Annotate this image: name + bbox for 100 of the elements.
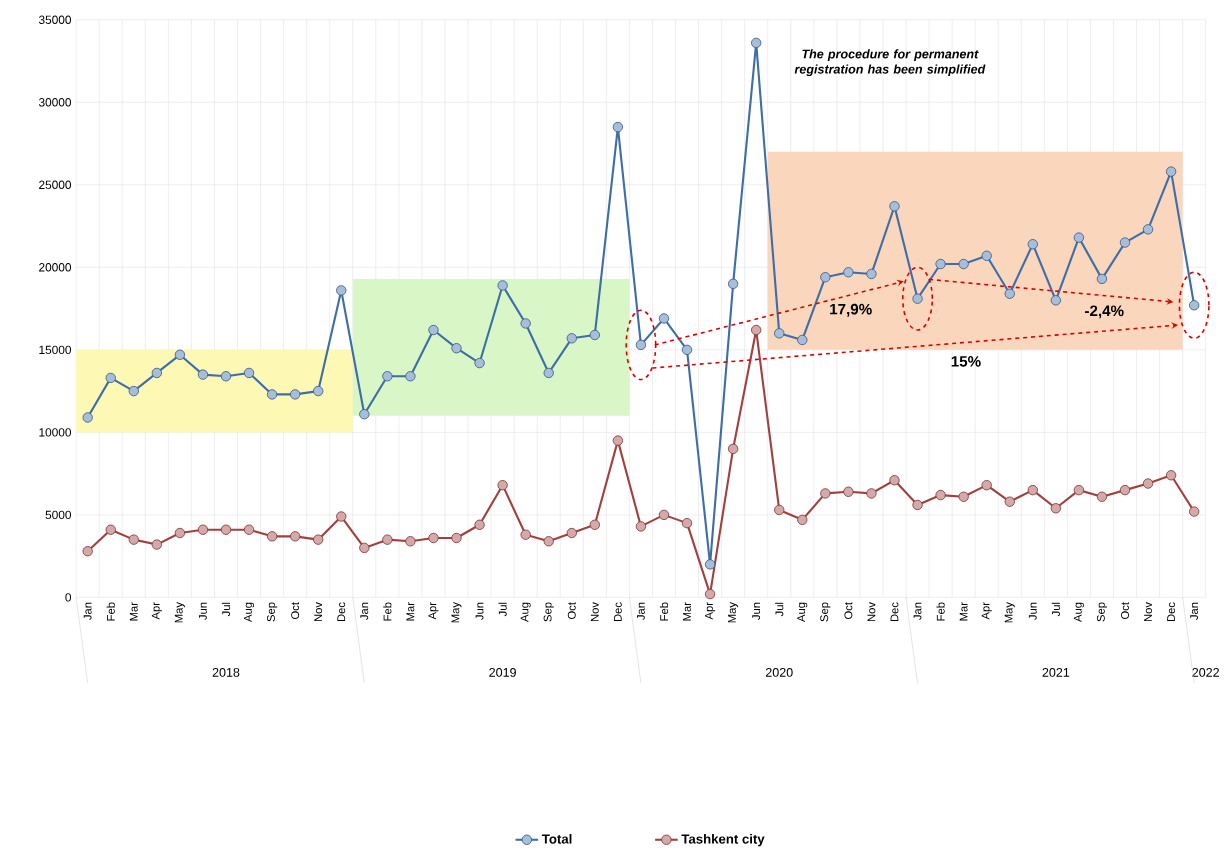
point — [451, 343, 462, 354]
point — [704, 559, 716, 570]
point — [82, 546, 93, 557]
point — [174, 349, 186, 361]
point — [220, 524, 232, 535]
x-tick-label: Mar — [683, 602, 691, 621]
point — [128, 386, 139, 397]
point — [1142, 224, 1154, 235]
point — [820, 488, 831, 499]
x-tick-label: Nov — [1144, 602, 1152, 622]
x-tick-label: Jun — [475, 602, 484, 621]
y-tick-label: 15000 — [39, 345, 72, 355]
point — [290, 531, 301, 542]
x-tick-label: May — [451, 602, 462, 623]
point — [797, 334, 808, 346]
point — [612, 435, 624, 446]
point — [82, 412, 93, 423]
point — [451, 532, 462, 544]
x-tick-label: Jul — [775, 602, 784, 617]
x-tick-label: Sep — [820, 602, 831, 622]
point — [128, 534, 139, 545]
point — [1165, 166, 1177, 177]
point — [727, 278, 739, 290]
x-tick-label: Sep — [543, 602, 554, 622]
legend-label: Total — [541, 834, 572, 844]
point — [1004, 496, 1015, 507]
x-tick-label: Feb — [106, 602, 115, 621]
point — [313, 534, 324, 545]
point — [566, 333, 577, 344]
x-tick-label: Mar — [129, 602, 138, 621]
x-tick-label: Dec — [890, 602, 899, 622]
point — [497, 280, 508, 291]
point — [1096, 491, 1108, 502]
x-tick-label: Dec — [337, 602, 346, 622]
point — [958, 258, 969, 270]
x-tick-label: Mar — [959, 602, 968, 621]
x-tick-label: Jun — [1028, 602, 1037, 621]
x-tick-label: Aug — [1073, 602, 1084, 623]
point — [866, 268, 877, 280]
x-tick-label: Jul — [221, 602, 231, 617]
point — [912, 499, 923, 511]
x-tick-label: Aug — [520, 602, 531, 623]
point — [1050, 295, 1061, 306]
text: 2021 — [1042, 668, 1070, 677]
point — [981, 250, 992, 262]
point — [105, 524, 116, 535]
point — [1165, 470, 1177, 481]
point — [428, 532, 439, 544]
point — [220, 371, 232, 382]
point — [1119, 237, 1131, 248]
point — [405, 371, 416, 382]
y-tick-label: 35000 — [38, 15, 72, 25]
x-tick-label: Dec — [613, 602, 622, 622]
point — [290, 389, 301, 400]
y-tick-label: 10000 — [39, 428, 72, 437]
text: 2022 — [1192, 668, 1219, 677]
point — [751, 325, 762, 336]
point — [336, 285, 347, 296]
point — [1073, 485, 1085, 496]
point — [589, 519, 600, 531]
point — [889, 475, 900, 486]
point — [612, 122, 624, 133]
point — [866, 488, 877, 499]
point — [958, 491, 969, 502]
x-tick-label: Jan — [83, 602, 92, 621]
point — [658, 509, 670, 521]
x-tick-label: Sep — [267, 602, 278, 622]
x-tick-label: Nov — [314, 602, 323, 622]
point — [727, 443, 739, 455]
point — [382, 534, 393, 545]
point — [1189, 300, 1200, 311]
point — [543, 367, 554, 379]
point — [912, 293, 923, 304]
point — [474, 519, 485, 531]
point — [543, 536, 554, 547]
x-tick-label: Apr — [981, 602, 992, 620]
point — [635, 339, 647, 351]
point — [889, 201, 900, 212]
point — [774, 328, 785, 339]
x-tick-label: May — [174, 602, 185, 623]
x-tick-label: May — [728, 602, 739, 623]
point — [151, 539, 162, 550]
x-tick-label: Mar — [406, 602, 415, 621]
point — [843, 267, 854, 278]
y-tick-label: 0 — [65, 593, 72, 602]
y-tick-label: 5000 — [45, 510, 72, 520]
point — [797, 514, 808, 526]
x-tick-label: Feb — [936, 602, 945, 621]
point — [105, 372, 116, 384]
x-tick-label: Jan — [1190, 602, 1199, 621]
annotation: 17,9% — [830, 303, 872, 317]
text: 2020 — [765, 668, 793, 677]
annotation: 15% — [951, 356, 981, 367]
annotation: The procedure for permanent registration has been simplified — [794, 49, 986, 77]
point — [589, 329, 600, 341]
point — [497, 480, 508, 491]
point — [774, 504, 785, 516]
point — [1119, 485, 1131, 496]
legend-label: Tashkent city — [681, 834, 765, 847]
point — [935, 258, 946, 270]
